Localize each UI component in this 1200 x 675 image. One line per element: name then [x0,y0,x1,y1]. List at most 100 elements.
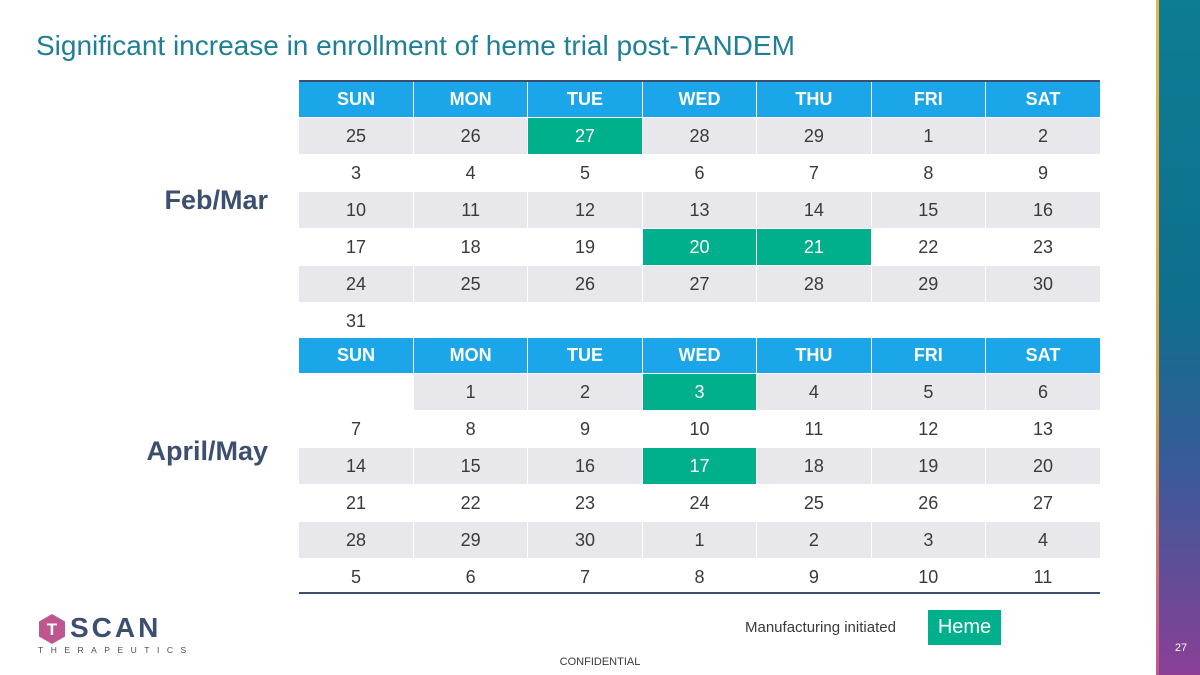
day-header-tue: TUE [527,82,643,118]
day-header-tue: TUE [527,338,643,374]
day-header-thu: THU [756,82,872,118]
day-header-mon: MON [412,338,528,374]
calendar-april-may: SUN MON TUE WED THU FRI SAT 1 2 3 4 5 6 7 8 9 10 11 12 13 14… [299,338,1100,595]
day-header-sun: SUN [299,82,414,118]
calendar-day-cell: 6 [412,558,528,595]
calendar-day-cell: 7 [527,558,643,595]
calendar-day-cell: 29 [412,521,528,559]
calendar-header-row: SUN MON TUE WED THU FRI SAT [299,338,1100,374]
calendar-day-cell: 19 [870,447,986,485]
calendar-day-cell: 23 [985,228,1100,266]
svg-text:T: T [47,620,58,639]
hexagon-icon: T [39,614,65,644]
logo-subtitle: THERAPEUTICS [38,645,194,655]
calendar-day-cell: 10 [641,410,757,448]
logo-wordmark: SCAN [70,612,162,643]
calendar-day-cell [527,302,643,339]
calendar-day-cell: 3 [870,521,986,559]
calendar-day-cell: 2 [985,117,1100,155]
calendar-day-cell: 2 [756,521,872,559]
calendar-day-cell: 25 [299,117,414,155]
calendar-day-cell: 22 [412,484,528,522]
calendar-day-cell: 26 [870,484,986,522]
calendar-week-row: 14 15 16 17 18 19 20 [299,447,1100,485]
calendar-day-cell: 17 [299,228,414,266]
calendar-day-cell: 24 [641,484,757,522]
calendar-day-cell: 4 [412,154,528,192]
month-label-april-may: April/May [146,436,268,466]
calendar-day-cell: 14 [299,447,414,485]
calendar-day-cell: 11 [756,410,872,448]
calendar-day-cell: 1 [412,373,528,411]
calendar-day-cell: 29 [756,117,872,155]
calendar-day-cell-highlighted: 27 [527,117,643,155]
calendar-day-cell: 12 [870,410,986,448]
calendar-week-row: 10 11 12 13 14 15 16 [299,191,1100,229]
calendar-day-cell: 1 [870,117,986,155]
calendar-day-cell-highlighted: 3 [641,373,757,411]
day-header-fri: FRI [870,82,986,118]
day-header-wed: WED [641,338,757,374]
calendar-day-cell: 28 [299,521,414,559]
calendar-day-cell: 19 [527,228,643,266]
month-label-feb-mar: Feb/Mar [164,185,268,215]
calendar-day-cell-highlighted: 20 [641,228,757,266]
calendar-day-cell: 1 [641,521,757,559]
calendar-day-cell: 28 [641,117,757,155]
day-header-fri: FRI [870,338,986,374]
calendar-day-cell: 3 [299,154,414,192]
calendar-day-cell: 30 [985,265,1100,303]
day-header-sat: SAT [985,82,1100,118]
calendar-day-cell: 15 [412,447,528,485]
day-header-sun: SUN [299,338,414,374]
calendar-header-row: SUN MON TUE WED THU FRI SAT [299,82,1100,118]
calendar-week-row: 25 26 27 28 29 1 2 [299,117,1100,155]
confidential-label: CONFIDENTIAL [559,656,641,668]
calendar-day-cell: 5 [870,373,986,411]
calendar-day-cell: 7 [299,410,414,448]
calendar-day-cell: 5 [527,154,643,192]
calendar-feb-mar: SUN MON TUE WED THU FRI SAT 25 26 27 28 29 1 2 3 4 5 6 7 8 9… [299,82,1100,339]
calendar-day-cell: 27 [641,265,757,303]
calendar-day-cell: 24 [299,265,414,303]
calendar-day-cell [756,302,872,339]
calendar-day-cell: 31 [299,302,414,339]
calendar-day-cell: 20 [985,447,1100,485]
calendar-day-cell: 15 [870,191,986,229]
calendar-day-cell-highlighted: 17 [641,447,757,485]
calendar-day-cell: 22 [870,228,986,266]
calendar-day-cell [299,373,414,411]
calendar-week-row: 31 [299,302,1100,339]
calendar-day-cell: 8 [641,558,757,595]
tscan-logo: T SCAN THERAPEUTICS [36,612,186,657]
calendar-day-cell: 10 [299,191,414,229]
calendar-day-cell: 14 [756,191,872,229]
calendar-day-cell: 2 [527,373,643,411]
bottom-rule [299,592,1100,594]
calendar-day-cell: 16 [527,447,643,485]
calendar-day-cell: 4 [985,521,1100,559]
calendar-day-cell: 12 [527,191,643,229]
day-header-sat: SAT [985,338,1100,374]
calendar-day-cell: 26 [412,117,528,155]
calendar-day-cell: 7 [756,154,872,192]
calendar-day-cell: 9 [756,558,872,595]
calendar-day-cell: 25 [412,265,528,303]
calendar-day-cell: 8 [870,154,986,192]
calendar-week-row: 17 18 19 20 21 22 23 [299,228,1100,266]
day-header-thu: THU [756,338,872,374]
calendar-day-cell [641,302,757,339]
calendar-day-cell: 25 [756,484,872,522]
calendar-day-cell: 13 [985,410,1100,448]
calendar-day-cell: 28 [756,265,872,303]
calendar-day-cell: 16 [985,191,1100,229]
day-header-wed: WED [641,82,757,118]
calendar-day-cell: 13 [641,191,757,229]
calendar-day-cell: 27 [985,484,1100,522]
calendar-day-cell: 18 [756,447,872,485]
calendar-day-cell [870,302,986,339]
legend-heme-box: Heme [928,610,1001,645]
legend-manufacturing-label: Manufacturing initiated [745,619,896,636]
calendar-day-cell: 8 [412,410,528,448]
